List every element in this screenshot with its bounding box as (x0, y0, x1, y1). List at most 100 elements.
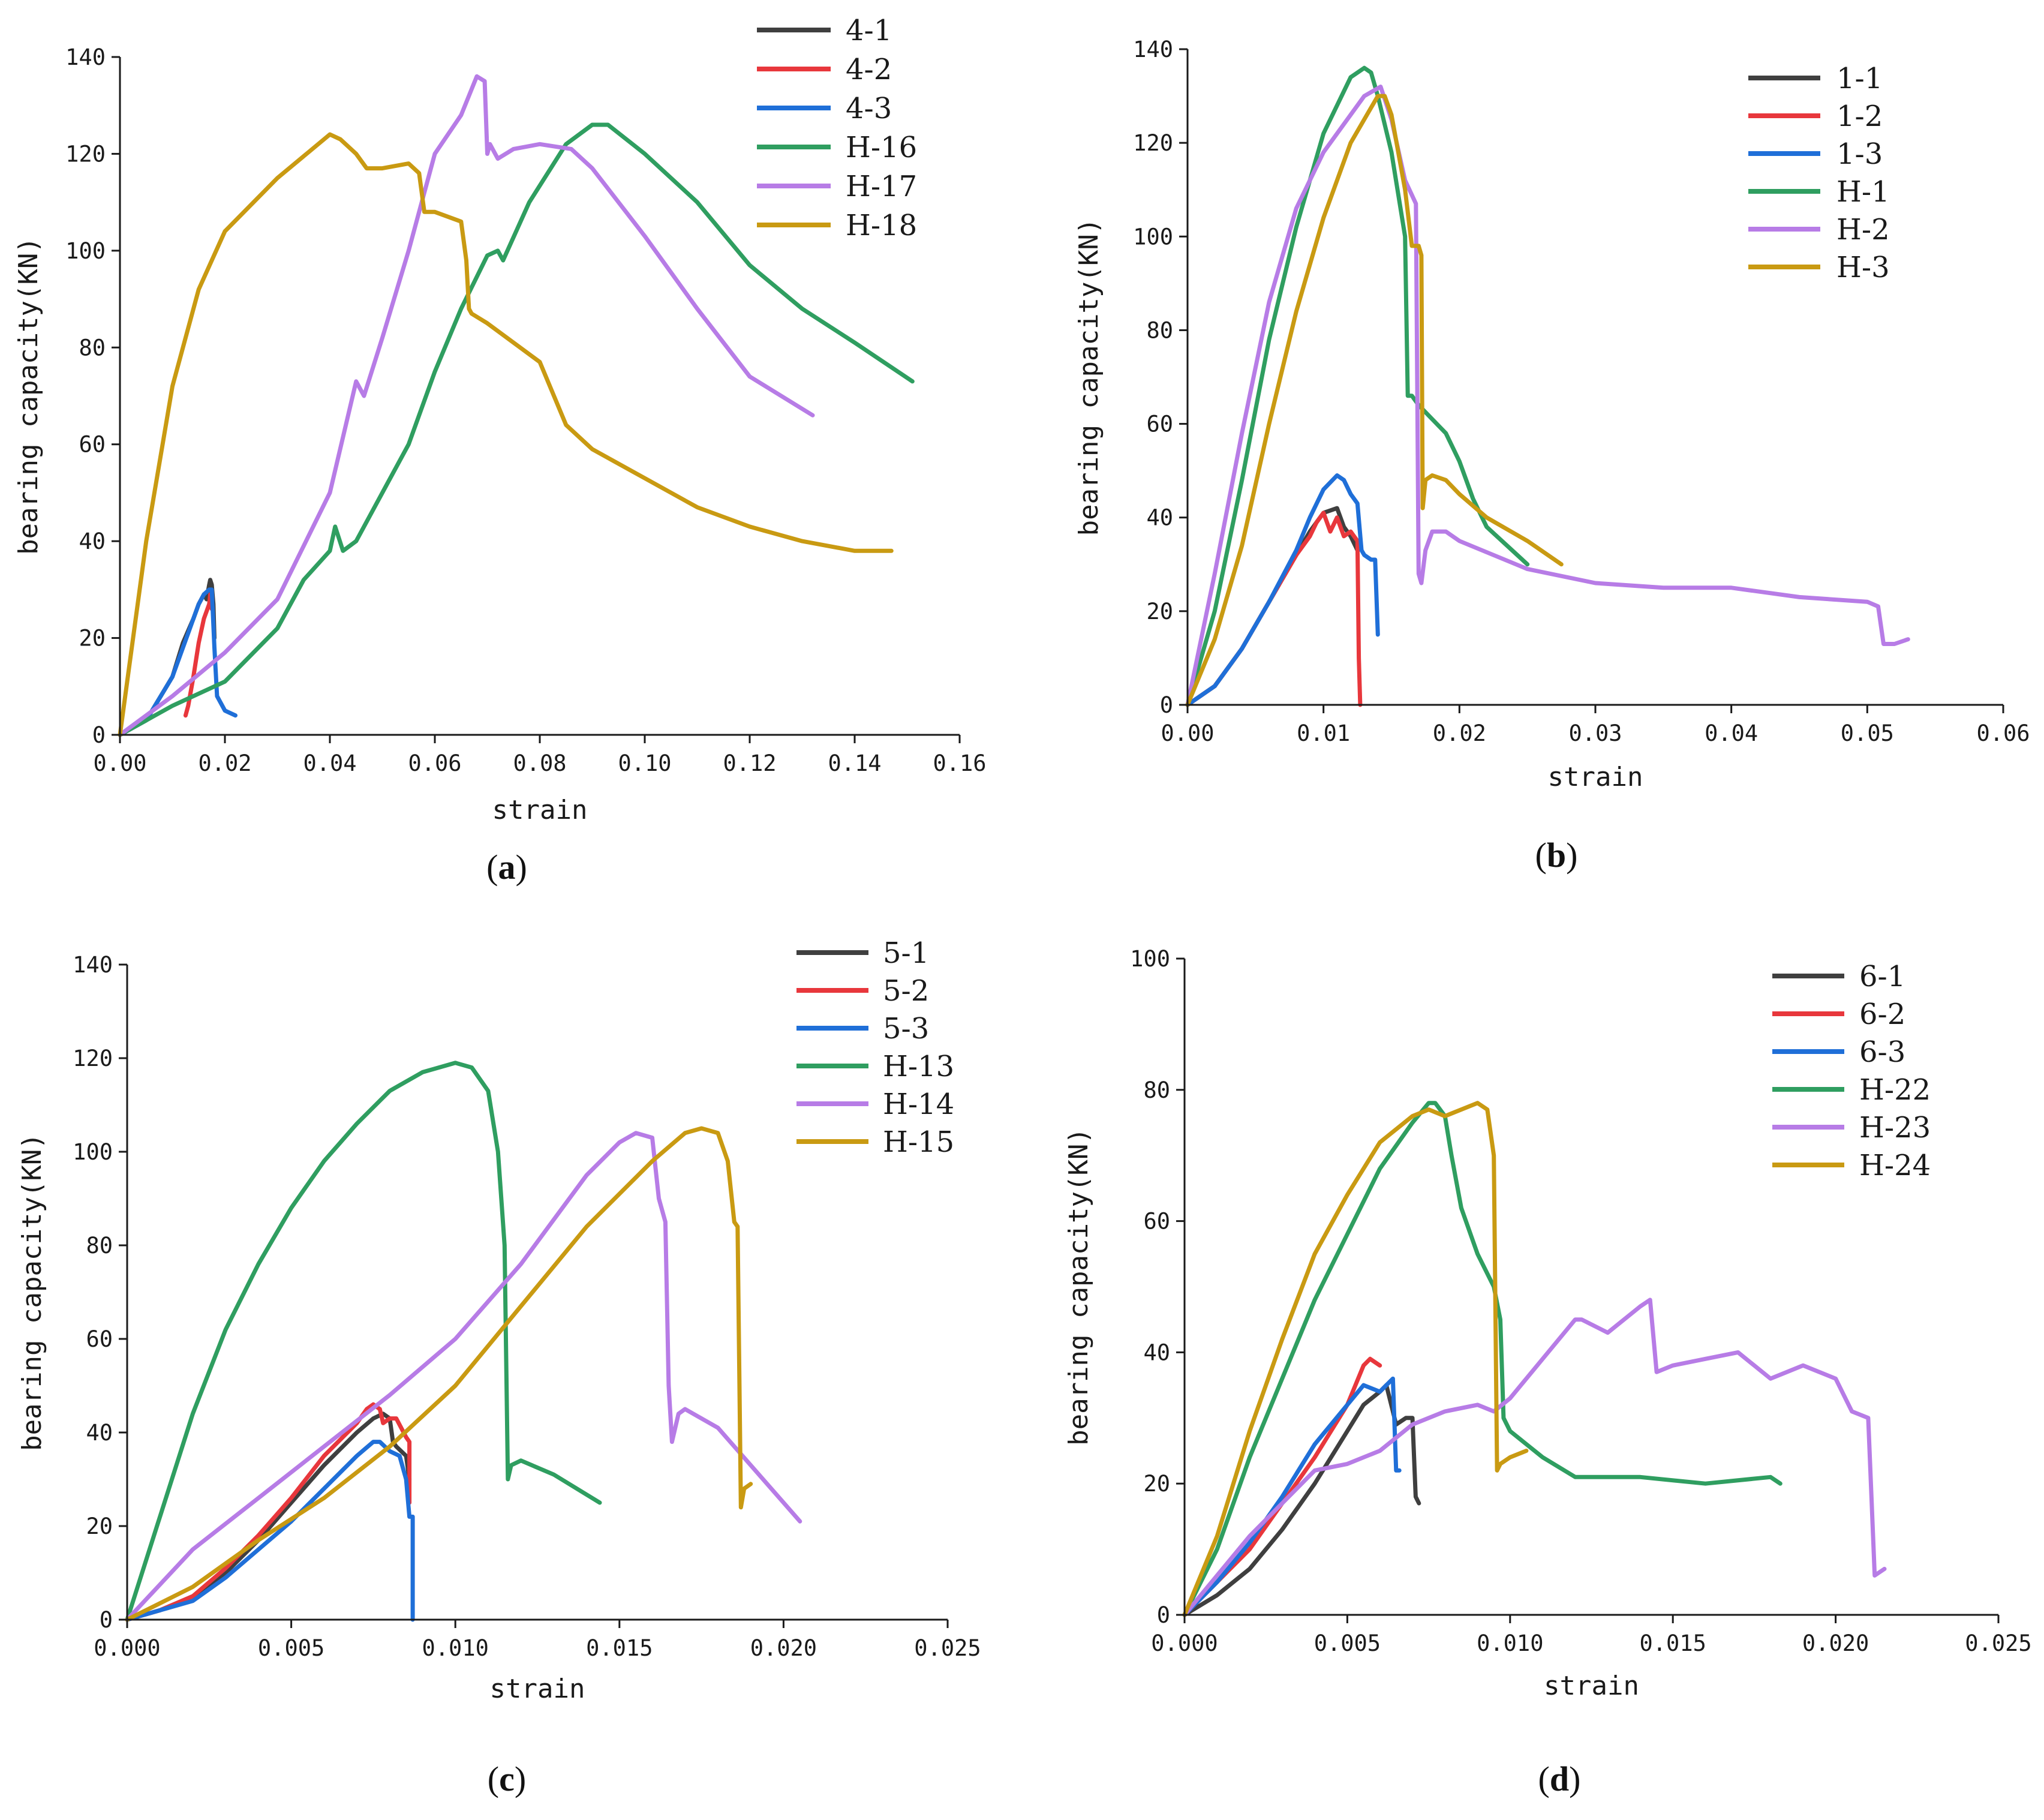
panel-d-legend-label-6-1: 6-1 (1859, 960, 1905, 993)
panel-a-x-tick-label: 0.04 (303, 750, 356, 776)
panel-a-x-tick-label: 0.16 (933, 750, 986, 776)
panel-d-y-tick-label: 0 (1157, 1602, 1170, 1628)
panel-c-x-tick-label: 0.015 (586, 1635, 653, 1661)
panel-d-y-tick-label: 20 (1143, 1471, 1170, 1497)
panel-b-ticks: 0.00 0.01 0.02 0.03 0.04 0.05 0.06 0 20 40 60 80 100… (1133, 37, 2030, 746)
panel-c-x-tick-label: 0.000 (94, 1635, 160, 1661)
panel-a-y-tick-label: 20 (79, 626, 106, 651)
panel-c-y-tick-label: 0 (100, 1607, 113, 1633)
panel-c-axes (126, 965, 948, 1621)
panel-c-legend-label-h-13: H-13 (883, 1050, 954, 1083)
panel-d-series-h-24 (1182, 1101, 1529, 1617)
panel-a-x-tick-label: 0.12 (723, 750, 776, 776)
panel-c-y-tick-label: 60 (86, 1326, 113, 1352)
panel-a: 0.00 0.02 0.04 0.06 0.08 0.10 0.12 0.14 0.16 0 20 4… (13, 14, 987, 887)
panel-a-legend-label-4-3: 4-3 (846, 92, 892, 125)
panel-b-x-tick-label: 0.02 (1433, 720, 1486, 746)
panel-a-x-tick-label: 0.06 (408, 750, 461, 776)
panel-c-label: (c) (488, 1759, 526, 1798)
panel-d-y-tick-label: 80 (1143, 1077, 1170, 1103)
panel-c-y-tick-label: 100 (73, 1139, 113, 1165)
panel-c-ticks: 0.000 0.005 0.010 0.015 0.020 0.025 0 20 40 60 80 1… (73, 952, 981, 1661)
panel-b-legend: 1-1 1-2 1-3 H-1 H-2 H-3 (1748, 62, 1890, 284)
panel-b-legend-label-h-1: H-1 (1836, 175, 1890, 209)
panel-b-y-tick-label: 40 (1146, 505, 1173, 531)
panel-a-y-tick-label: 60 (79, 432, 106, 458)
panel-b-series (1185, 65, 1910, 707)
panel-d-x-tick-label: 0.015 (1640, 1630, 1706, 1656)
panel-c-legend-label-5-2: 5-2 (883, 974, 929, 1008)
panel-c-y-tick-label: 20 (86, 1513, 113, 1539)
panel-b-x-tick-label: 0.00 (1161, 720, 1214, 746)
panel-d-legend-label-h-24: H-24 (1859, 1149, 1931, 1182)
panel-b-y-tick-label: 120 (1133, 130, 1173, 156)
panel-c-series-h-15 (125, 1126, 753, 1622)
panel-a-x-tick-label: 0.08 (513, 750, 566, 776)
panel-d-series (1182, 1101, 1887, 1617)
panel-c-legend: 5-1 5-2 5-3 H-13 H-14 H-15 (796, 936, 954, 1159)
panel-d-series-h-23 (1182, 1298, 1887, 1617)
panel-b-legend-label-1-1: 1-1 (1836, 62, 1883, 95)
panel-a-series-h-17 (118, 74, 815, 737)
panel-b-y-tick-label: 60 (1146, 412, 1173, 437)
panel-d-series-6-3 (1182, 1376, 1402, 1617)
panel-b-y-tick-label: 100 (1133, 224, 1173, 250)
panel-c-series (125, 1061, 802, 1622)
panel-b-series-1-3 (1185, 473, 1380, 707)
panel-c-legend-label-5-1: 5-1 (883, 936, 929, 970)
panel-d-legend-label-h-23: H-23 (1859, 1111, 1931, 1145)
panel-b-y-tick-label: 140 (1133, 37, 1173, 62)
panel-b-legend-label-h-3: H-3 (1836, 251, 1890, 284)
panel-d-legend-label-h-22: H-22 (1859, 1073, 1931, 1107)
panel-c-x-tick-label: 0.005 (258, 1635, 324, 1661)
panel-c-series-h-13 (125, 1061, 602, 1622)
panel-d-legend-label-6-3: 6-3 (1859, 1035, 1905, 1069)
panel-d: 0.000 0.005 0.010 0.015 0.020 0.025 0 20 40 60 80 1… (1063, 946, 2032, 1798)
panel-c-x-tick-label: 0.025 (914, 1635, 981, 1661)
panel-c-legend-label-h-14: H-14 (883, 1088, 954, 1121)
panel-d-series-h-22 (1182, 1101, 1783, 1617)
panel-c-label-letter: c (499, 1759, 515, 1798)
panel-c-legend-label-h-15: H-15 (883, 1125, 954, 1159)
panel-a-y-tick-label: 0 (92, 722, 106, 748)
panel-d-label: (d) (1538, 1759, 1581, 1798)
panel-d-x-tick-label: 0.005 (1314, 1630, 1381, 1656)
panel-d-y-tick-label: 40 (1143, 1340, 1170, 1365)
panel-d-x-tick-label: 0.000 (1151, 1630, 1218, 1656)
panel-b-series-h-2 (1185, 85, 1910, 707)
panel-a-x-axis-label: strain (492, 795, 588, 825)
panel-c-y-tick-label: 140 (73, 952, 113, 978)
panel-d-y-tick-label: 60 (1143, 1209, 1170, 1235)
panel-b: 0.00 0.01 0.02 0.03 0.04 0.05 0.06 0 20 40 60 80 100… (1074, 37, 2030, 875)
panel-b-label: (b) (1535, 836, 1578, 875)
panel-a-y-tick-label: 140 (65, 44, 106, 70)
panel-a-x-tick-label: 0.14 (828, 750, 881, 776)
panel-b-y-axis-label: bearing capacity(KN) (1074, 218, 1104, 536)
panel-c-x-tick-label: 0.020 (750, 1635, 817, 1661)
panel-a-series-4-3 (118, 587, 238, 737)
panel-a-x-tick-label: 0.00 (93, 750, 146, 776)
panel-b-x-axis-label: strain (1548, 762, 1643, 792)
panel-a-legend-label-h-17: H-17 (846, 170, 917, 203)
panel-c-y-tick-label: 80 (86, 1233, 113, 1259)
panel-c-y-tick-label: 40 (86, 1420, 113, 1446)
panel-a-y-tick-label: 40 (79, 528, 106, 554)
panel-a-y-tick-label: 80 (79, 335, 106, 361)
panel-b-series-h-1 (1185, 65, 1530, 707)
panel-d-label-letter: d (1550, 1759, 1569, 1798)
panel-d-series-6-1 (1182, 1383, 1421, 1617)
panel-a-ticks: 0.00 0.02 0.04 0.06 0.08 0.10 0.12 0.14 0.16 0 20 4… (65, 44, 986, 776)
panel-a-legend: 4-1 4-2 4-3 H-16 H-17 H-18 (757, 14, 917, 242)
panel-c-y-axis-label: bearing capacity(KN) (17, 1133, 47, 1451)
panel-c-y-tick-label: 120 (73, 1046, 113, 1071)
panel-c-x-tick-label: 0.010 (422, 1635, 489, 1661)
panel-a-series-h-18 (118, 132, 894, 737)
panel-b-y-tick-label: 80 (1146, 317, 1173, 343)
panel-b-x-tick-label: 0.05 (1841, 720, 1894, 746)
panel-b-y-tick-label: 0 (1160, 692, 1173, 718)
panel-a-label-letter: a (498, 848, 516, 887)
panel-a-legend-label-4-1: 4-1 (846, 14, 892, 47)
panel-a-legend-label-h-16: H-16 (846, 131, 917, 164)
panel-a-y-axis-label: bearing capacity(KN) (13, 237, 44, 555)
